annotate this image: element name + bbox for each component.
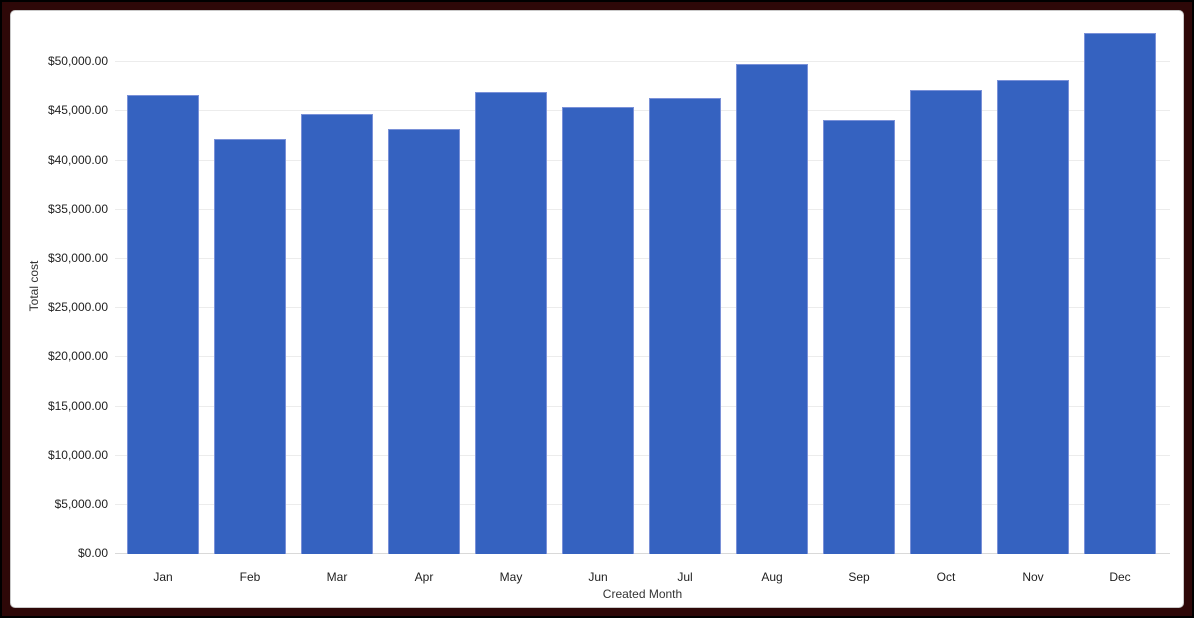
bar-oct[interactable] xyxy=(910,89,982,554)
gridline xyxy=(115,454,1170,456)
gridline xyxy=(115,159,1170,161)
x-tick-label-feb: Feb xyxy=(239,570,261,584)
x-tick-label-may: May xyxy=(499,570,523,584)
y-tick-label: $50,000.00 xyxy=(47,54,108,69)
bar-nov[interactable] xyxy=(997,80,1069,554)
bar-apr[interactable] xyxy=(388,129,460,554)
y-tick-label: $20,000.00 xyxy=(47,349,108,364)
bar-jun[interactable] xyxy=(562,107,634,554)
bar-may[interactable] xyxy=(475,92,547,554)
y-tick-label: $0.00 xyxy=(77,546,108,560)
x-tick-label-nov: Nov xyxy=(1022,570,1044,584)
y-tick-label: $15,000.00 xyxy=(47,398,108,413)
bar-sep[interactable] xyxy=(823,120,895,554)
y-tick-label: $25,000.00 xyxy=(47,300,108,315)
x-tick-label-apr: Apr xyxy=(414,570,434,584)
y-tick-label: $30,000.00 xyxy=(47,250,108,265)
gridline xyxy=(115,110,1170,112)
y-tick-label: $5,000.00 xyxy=(54,496,108,511)
gridline xyxy=(115,356,1170,358)
x-tick-label-mar: Mar xyxy=(326,570,348,584)
x-tick-label-dec: Dec xyxy=(1109,570,1131,584)
gridline xyxy=(115,208,1170,210)
x-axis-title: Created Month xyxy=(602,587,683,601)
x-tick-label-oct: Oct xyxy=(936,570,956,584)
y-tick-label: $45,000.00 xyxy=(47,103,108,118)
y-tick-label: $10,000.00 xyxy=(47,447,108,462)
bar-dec[interactable] xyxy=(1084,32,1156,554)
gridline xyxy=(115,257,1170,259)
bar-mar[interactable] xyxy=(301,113,373,554)
x-tick-label-jun: Jun xyxy=(588,570,608,584)
x-tick-label-aug: Aug xyxy=(761,570,783,584)
bar-jul[interactable] xyxy=(649,97,721,554)
gridline xyxy=(115,405,1170,407)
bar-aug[interactable] xyxy=(736,64,808,554)
y-tick-label: $35,000.00 xyxy=(47,201,108,216)
x-axis-baseline xyxy=(115,553,1170,554)
gridline xyxy=(115,61,1170,63)
y-tick-label: $40,000.00 xyxy=(47,152,108,167)
bar-jan[interactable] xyxy=(127,94,199,554)
x-tick-label-jul: Jul xyxy=(677,570,693,584)
x-tick-label-jan: Jan xyxy=(153,570,173,584)
x-tick-label-sep: Sep xyxy=(848,570,870,584)
bar-feb[interactable] xyxy=(214,139,286,554)
plot-area: Total cost Created Month $0.00 $5,000.00 $… xyxy=(11,11,1183,607)
gridline xyxy=(115,307,1170,309)
gridline xyxy=(115,503,1170,505)
chart-card: Total cost Created Month $0.00 $5,000.00 $… xyxy=(10,10,1184,608)
